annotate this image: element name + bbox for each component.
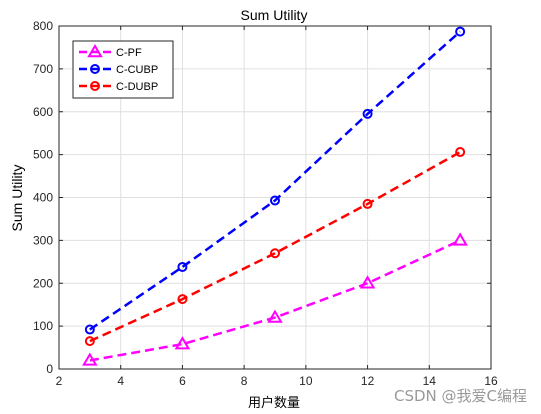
data-point-c-cubp [84,324,95,335]
data-point-c-cubp [455,26,466,37]
y-tick-label: 200 [33,276,53,290]
legend-label-c-dubp: C-DUBP [116,81,158,93]
y-tick-label: 400 [33,191,53,205]
legend: C-PF C-CUBP C-DUBP [72,40,174,99]
data-point-c-cubp [177,261,188,272]
y-axis-label: Sum Utility [9,165,25,232]
legend-label-c-cubp: C-CUBP [116,64,158,76]
legend-marker-c-pf [87,44,103,58]
y-tick-label: 600 [33,105,53,119]
x-tick-label: 6 [179,374,186,388]
series-line-c-pf [89,239,461,362]
legend-box [72,40,174,99]
data-point-c-dubp [270,248,280,259]
y-tick-label: 100 [33,319,53,333]
x-tick-label: 12 [361,374,375,388]
chart-title: Sum Utility [241,7,308,23]
legend-marker-c-cubp [90,64,100,74]
x-axis-label: 用户数量 [248,395,300,411]
watermark: CSDN @我爱C编程 [393,387,527,405]
plot-area: 2 4 6 8 10 12 14 16 0 100 200 300 400 500 600 700 800 C-P… [33,19,498,388]
series-line-c-dubp [89,150,461,343]
data-point-c-dubp [177,294,188,305]
series-line-c-cubp [89,30,461,331]
x-tick-label: 10 [299,374,313,388]
data-point-c-pf [82,352,98,366]
legend-label-c-pf: C-PF [116,47,142,59]
data-point-c-dubp [84,336,95,347]
y-tick-label: 700 [33,62,53,76]
x-tick-label: 14 [423,374,437,388]
y-tick-label: 500 [33,148,53,162]
legend-marker-c-dubp [90,81,100,91]
x-tick-label: 2 [56,374,63,388]
data-point-c-pf [267,309,283,323]
y-tick-label: 800 [33,19,53,33]
data-point-c-pf [174,336,191,350]
y-tick-label: 0 [46,362,53,376]
data-point-c-cubp [270,195,280,206]
x-tick-label: 8 [241,374,248,388]
data-point-c-cubp [362,108,373,119]
y-tick-label: 300 [33,233,53,247]
data-point-c-dubp [362,198,373,209]
data-point-c-dubp [455,147,466,158]
x-tick-label: 4 [117,374,124,388]
x-tick-label: 16 [484,374,498,388]
data-point-c-pf [359,275,376,289]
data-point-c-pf [452,232,468,246]
